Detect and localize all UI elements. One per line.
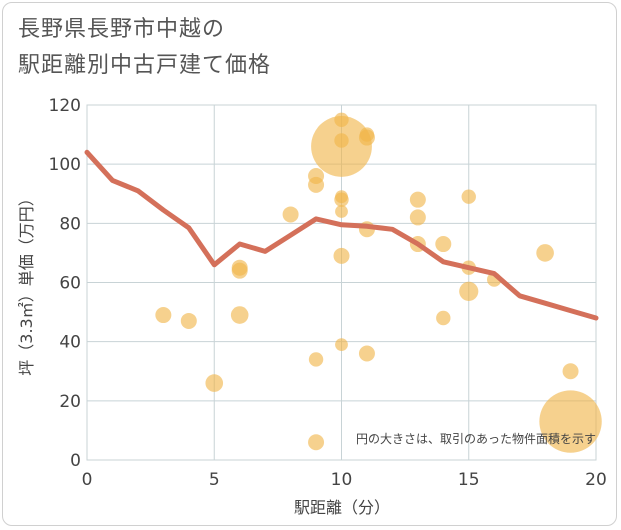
x-tick-label: 5 — [209, 470, 220, 490]
x-axis-label: 駅距離（分） — [294, 498, 390, 517]
y-tick-label: 60 — [59, 274, 81, 294]
y-tick-label: 0 — [70, 451, 81, 471]
bubble-point — [435, 236, 452, 253]
bubble-point — [230, 306, 249, 324]
chart-title-line2: 駅距離別中古戸建て価格 — [18, 53, 272, 78]
bubble-point — [282, 206, 299, 223]
bubble-point — [155, 307, 172, 324]
y-tick-label: 80 — [59, 214, 81, 234]
bubble-point — [539, 390, 602, 453]
plot-border — [86, 104, 597, 461]
axis-ticks: 0 5 10 15 20 0 20 40 60 80 100 120 — [49, 96, 607, 490]
y-axis-label: 坪（3.3㎡）単価（万円） — [17, 190, 36, 375]
bubble-point — [436, 310, 451, 326]
bubble-point — [333, 247, 350, 264]
average-price-line — [84, 149, 599, 321]
bubble-point — [308, 176, 325, 193]
bubble-point — [409, 209, 426, 226]
x-tick-label: 10 — [331, 470, 353, 490]
bubble-point — [334, 192, 349, 207]
bubble-point — [311, 116, 372, 177]
trend-series — [84, 149, 599, 321]
y-tick-label: 40 — [59, 333, 81, 353]
bubble-point — [459, 281, 479, 301]
bubble-point — [308, 352, 324, 367]
bubble-point — [562, 363, 579, 380]
x-tick-label: 0 — [82, 470, 93, 490]
bubble-point — [180, 312, 197, 329]
bubble-point — [205, 374, 224, 392]
bubble-point — [461, 189, 476, 204]
x-tick-label: 20 — [585, 470, 607, 490]
bubble-point — [358, 345, 375, 362]
bubble-point — [536, 244, 554, 262]
bubble-point — [308, 434, 325, 451]
bubble-size-note: 円の大きさは、取引のあった物件面積を示す — [356, 431, 596, 446]
x-tick-label: 15 — [458, 470, 480, 490]
y-tick-label: 20 — [59, 392, 81, 412]
bubble-point — [335, 205, 348, 218]
chart-title: 長野県長野市中越の 駅距離別中古戸建て価格 — [18, 12, 578, 84]
bubble-point — [231, 262, 248, 279]
bubble-series — [155, 112, 602, 453]
bubble-point — [409, 191, 426, 208]
bubble-point — [358, 129, 375, 146]
y-tick-label: 120 — [49, 96, 81, 116]
bubble-point — [335, 338, 348, 352]
y-tick-label: 100 — [49, 155, 81, 175]
chart-title-line1: 長野県長野市中越の — [18, 17, 226, 42]
